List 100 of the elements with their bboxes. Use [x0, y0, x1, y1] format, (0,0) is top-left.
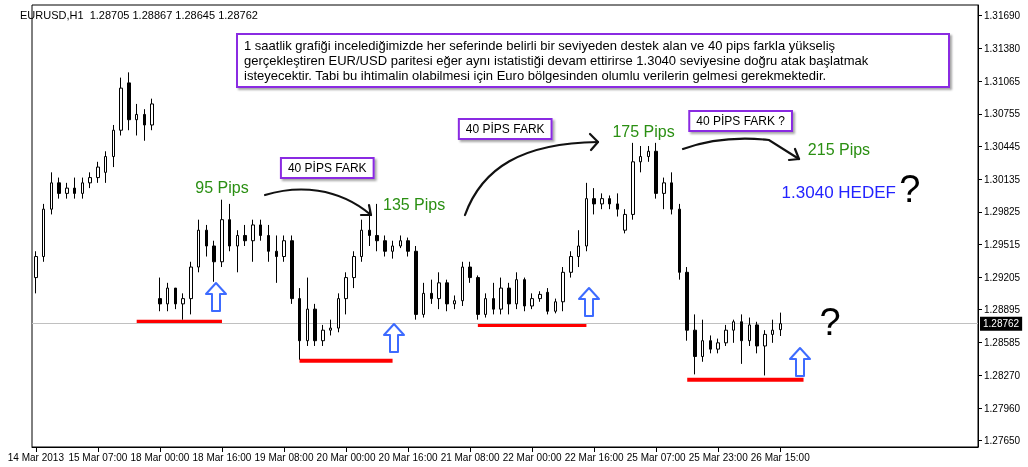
candlestick: [88, 171, 92, 189]
candlestick: [748, 317, 751, 347]
annotation: 95 Pips: [195, 179, 249, 197]
y-tick-label: 1.27650: [984, 435, 1021, 447]
candlestick: [414, 245, 418, 321]
annotation: 40 PİPS FARK: [287, 161, 367, 175]
candlestick: [592, 187, 596, 215]
candlestick: [65, 182, 69, 200]
candlestick: [212, 240, 216, 283]
candlestick: [468, 261, 472, 284]
candlestick: [50, 171, 53, 215]
x-tick-label: 14 Mar 2013: [7, 451, 65, 463]
candlestick: [205, 224, 208, 258]
candlestick: [453, 294, 456, 310]
candlestick: [127, 71, 131, 131]
candlestick: [360, 219, 363, 263]
candlestick: [484, 292, 487, 319]
candlestick: [104, 150, 107, 184]
candlestick: [763, 329, 767, 376]
candlestick: [73, 177, 76, 200]
candlestick: [492, 282, 495, 315]
candlestick: [507, 282, 511, 315]
candlestick: [561, 266, 565, 312]
candlestick: [740, 313, 743, 365]
annotation: 1 saatlik grafiği incelediğimizde her seferinde belirli bir seviyeden destek alan ve 40 pips farkla yükseliş gerçekleştiren EUR/USD paritesi eğer aynı istatistiği devam ettirirse 1.3040 seviyesine doğru atak başlatmak isteyecektir. Tabi bu ihtimalin olabilmesi için Euro bölgesinden olumlu verilerin gelmesi gerekmektedir.: [236, 33, 950, 88]
candlestick: [181, 292, 185, 321]
candlestick: [523, 277, 526, 312]
candlestick: [631, 142, 635, 221]
candlestick: [352, 250, 356, 289]
candlestick: [546, 287, 549, 315]
y-tick-label: 1.31065: [984, 75, 1021, 87]
candlestick: [344, 271, 348, 315]
candlestick: [375, 203, 379, 252]
candlestick: [779, 312, 782, 337]
candlestick: [228, 203, 231, 252]
candlestick: [693, 313, 697, 375]
candlestick: [701, 319, 704, 363]
x-tick-label: 25 Mar 07:00: [626, 451, 687, 463]
candlestick: [197, 219, 200, 273]
y-tick-label: 1.31380: [984, 42, 1021, 54]
candlestick: [538, 290, 542, 303]
annotation: 1.3040 HEDEF: [781, 183, 896, 202]
candlestick: [267, 224, 270, 263]
candlestick: [81, 177, 84, 200]
y-tick-label: 1.28895: [984, 304, 1021, 316]
candlestick: [282, 234, 286, 263]
candlestick: [57, 177, 61, 200]
candlestick: [399, 234, 402, 249]
annotation: 40 PİPS FARK ?: [696, 114, 786, 128]
x-tick-label: 19 Mar 08:00: [254, 451, 314, 463]
ref-line-label: 1.28762: [983, 318, 1020, 330]
annotation: 175 Pips: [612, 122, 675, 140]
candlestick: [445, 279, 449, 312]
candlestick: [174, 287, 177, 310]
candlestick: [430, 279, 433, 305]
candlestick: [383, 234, 387, 258]
candlestick: [554, 298, 557, 314]
y-tick-label: 1.28270: [984, 369, 1021, 381]
candlestick: [313, 303, 317, 347]
x-tick-label: 15 Mar 07:00: [68, 451, 128, 463]
candlestick: [654, 142, 658, 200]
annotation: ?: [899, 168, 921, 210]
candlestick: [685, 266, 689, 342]
candlestick: [321, 324, 325, 347]
candlestick: [158, 277, 162, 312]
candlestick: [143, 108, 146, 142]
candlestick: [337, 292, 340, 333]
candlestick: [220, 199, 224, 268]
candlestick: [724, 324, 728, 347]
x-tick-label: 18 Mar 00:00: [130, 451, 190, 463]
x-tick-label: 22 Mar 16:00: [564, 451, 625, 463]
y-tick-label: 1.27960: [984, 402, 1021, 414]
candlestick: [732, 319, 735, 344]
x-tick-label: 18 Mar 16:00: [192, 451, 252, 463]
annotation: 215 Pips: [807, 140, 871, 158]
candlestick: [34, 250, 38, 294]
candlestick: [662, 177, 666, 210]
x-tick-label: 22 Mar 00:00: [502, 451, 563, 463]
chart-title: EURUSD,H1 1.28705 1.28867 1.28645 1.28762: [20, 8, 258, 21]
x-tick-label: 21 Mar 08:00: [440, 451, 500, 463]
y-tick-label: 1.30135: [984, 173, 1021, 185]
candlestick: [243, 224, 247, 247]
y-tick-label: 1.29825: [984, 206, 1021, 218]
x-tick-label: 20 Mar 16:00: [378, 451, 438, 463]
x-tick-label: 25 Mar 23:00: [688, 451, 749, 463]
candlestick: [290, 234, 294, 305]
candlestick: [623, 208, 627, 234]
y-tick-label: 1.30445: [984, 141, 1021, 153]
candlestick: [150, 98, 154, 131]
candlestick: [437, 271, 441, 310]
candlestick: [585, 182, 588, 252]
x-tick-label: 20 Mar 00:00: [316, 451, 376, 463]
candlestick: [119, 77, 123, 136]
y-tick-label: 1.28585: [984, 336, 1021, 348]
y-tick-label: 1.31690: [984, 10, 1021, 22]
y-tick-label: 1.29205: [984, 271, 1021, 283]
candlestick: [569, 250, 573, 279]
candlestick: [771, 319, 774, 344]
candlestick: [670, 171, 673, 215]
candlestick: [275, 234, 278, 284]
